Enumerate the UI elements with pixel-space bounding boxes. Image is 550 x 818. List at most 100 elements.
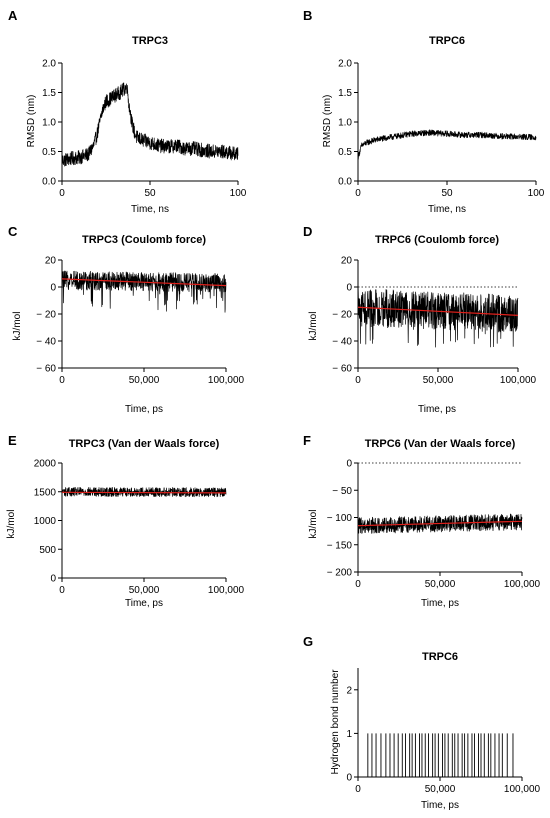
panel-d-title: TRPC6 (Coulomb force) [375, 234, 499, 246]
panel-g-ytick-label: 1 [346, 729, 352, 740]
panel-f-ytick-label: − 200 [327, 568, 353, 579]
panel-e-series-line [61, 486, 227, 498]
panel-b: B TRPC6 0.0 0.5 1.0 1.5 2.0 0 50 100 Time, ns R… [303, 8, 545, 215]
panel-g-ylabel: Hydrogen bond number [330, 669, 341, 775]
panel-g-xlabel: Time, ps [421, 800, 459, 811]
panel-e-title: TRPC3 (Van der Waals force) [69, 438, 220, 450]
panel-f-ytick-label: 0 [346, 459, 352, 470]
panel-a-title: TRPC3 [132, 35, 168, 47]
panel-b-letter: B [303, 8, 312, 23]
panel-a-xtick-label: 50 [144, 188, 156, 199]
panel-g-title: TRPC6 [422, 651, 458, 663]
panel-b-xlabel: Time, ns [428, 204, 466, 215]
panel-c: C TRPC3 (Coulomb force) − 60 − 40 − 20 0 20 0… [8, 224, 245, 415]
panel-a-series-line [61, 82, 239, 167]
panel-c-xtick-label: 0 [59, 375, 65, 386]
panel-g-ytick-label: 2 [346, 685, 352, 696]
panel-f-ytick-label: − 50 [332, 486, 352, 497]
panel-f-title: TRPC6 (Van der Waals force) [365, 438, 516, 450]
panel-e-xtick-label: 50,000 [129, 585, 160, 596]
panel-e-letter: E [8, 433, 17, 448]
panel-d-xtick-label: 50,000 [423, 375, 454, 386]
panel-b-ytick-label: 0.5 [338, 147, 352, 158]
panel-b-xtick-label: 100 [528, 188, 545, 199]
panel-e-plot: 0 500 1000 1500 2000 0 50,000 100,000 [34, 459, 245, 597]
panel-e-ytick-label: 500 [39, 545, 56, 556]
panel-d-xtick-label: 100,000 [500, 375, 537, 386]
panel-a-xlabel: Time, ns [131, 204, 169, 215]
panel-b-xtick-label: 50 [441, 188, 453, 199]
panel-d-letter: D [303, 224, 312, 239]
panel-a-ytick-label: 1.0 [42, 118, 56, 129]
panel-c-trend-line [61, 278, 227, 287]
panel-c-letter: C [8, 224, 18, 239]
panel-d-ytick-label: − 40 [332, 337, 352, 348]
panel-b-series-line [357, 129, 537, 161]
panel-c-xtick-label: 50,000 [129, 375, 160, 386]
panel-a-xtick-label: 0 [59, 188, 65, 199]
panel-f-ylabel: kJ/mol [308, 510, 319, 539]
panel-f-trend-line [357, 520, 523, 527]
panel-e: E TRPC3 (Van der Waals force) 0 500 1000 15… [6, 433, 245, 609]
panel-d-plot: − 60 − 40 − 20 0 20 0 50,000 100,000 [332, 256, 536, 387]
panel-a-plot: 0.0 0.5 1.0 1.5 2.0 0 50 100 [42, 59, 247, 200]
panel-d: D TRPC6 (Coulomb force) − 60 − 40 − 20 0 20 0… [303, 224, 537, 415]
panel-c-ytick-label: 0 [50, 283, 56, 294]
panel-d-series-line [357, 288, 519, 348]
panel-f-xlabel: Time, ps [421, 598, 459, 609]
panel-g-xtick-label: 0 [355, 784, 361, 795]
panel-a-ytick-label: 0.0 [42, 177, 56, 188]
panel-b-plot: 0.0 0.5 1.0 1.5 2.0 0 50 100 [338, 59, 545, 200]
panel-e-xtick-label: 100,000 [208, 585, 245, 596]
panel-d-ytick-label: − 60 [332, 364, 352, 375]
panel-d-ylabel: kJ/mol [308, 312, 319, 341]
panel-g-ytick-label: 0 [346, 773, 352, 784]
panel-f: F TRPC6 (Van der Waals force) − 200 − 150… [303, 433, 541, 609]
panel-c-xtick-label: 100,000 [208, 375, 245, 386]
panel-c-ytick-label: − 40 [36, 337, 56, 348]
panel-d-trend-line [357, 306, 519, 316]
panel-g: G TRPC6 0 1 2 0 50,000 100,000 Time, ps Hydro… [303, 634, 541, 811]
panel-c-series-line [61, 270, 227, 313]
panel-f-ytick-label: − 100 [327, 513, 353, 524]
panel-a-ylabel: RMSD (nm) [26, 95, 37, 148]
panel-c-xlabel: Time, ps [125, 404, 163, 415]
panel-g-letter: G [303, 634, 313, 649]
panel-a: A TRPC3 0.0 0.5 1.0 1.5 2.0 0 50 100 Time, ns R… [8, 8, 247, 215]
panel-b-title: TRPC6 [429, 35, 465, 47]
panel-e-ylabel: kJ/mol [6, 510, 17, 539]
panel-d-ytick-label: − 20 [332, 310, 352, 321]
panel-c-plot: − 60 − 40 − 20 0 20 0 50,000 100,000 [36, 256, 244, 387]
panel-e-xtick-label: 0 [59, 585, 65, 596]
panel-f-xtick-label: 0 [355, 579, 361, 590]
panel-e-ytick-label: 0 [50, 574, 56, 585]
panel-e-ytick-label: 1000 [34, 516, 57, 527]
panel-d-xlabel: Time, ps [418, 404, 456, 415]
panel-b-ytick-label: 2.0 [338, 59, 352, 70]
panel-b-ylabel: RMSD (nm) [322, 95, 333, 148]
panel-f-xtick-label: 100,000 [504, 579, 541, 590]
panel-d-xtick-label: 0 [355, 375, 361, 386]
panel-b-ytick-label: 0.0 [338, 177, 352, 188]
panel-e-trend-line [61, 491, 227, 494]
panel-a-ytick-label: 2.0 [42, 59, 56, 70]
panel-a-xtick-label: 100 [230, 188, 247, 199]
panel-g-xtick-label: 50,000 [425, 784, 456, 795]
panel-a-ytick-label: 0.5 [42, 147, 56, 158]
panel-g-plot: 0 1 2 0 50,000 100,000 [346, 668, 541, 795]
panel-c-title: TRPC3 (Coulomb force) [82, 234, 206, 246]
panel-f-plot: − 200 − 150 − 100 − 50 0 0 50,000 100,000 [327, 459, 541, 591]
panel-c-ytick-label: − 60 [36, 364, 56, 375]
panel-c-ylabel: kJ/mol [12, 312, 23, 341]
panel-f-xtick-label: 50,000 [425, 579, 456, 590]
panel-d-ytick-label: 20 [341, 256, 353, 267]
panel-f-ytick-label: − 150 [327, 540, 353, 551]
panel-f-letter: F [303, 433, 311, 448]
panel-a-letter: A [8, 8, 18, 23]
panel-d-ytick-label: 0 [346, 283, 352, 294]
panel-c-ytick-label: 20 [45, 256, 57, 267]
panel-e-ytick-label: 1500 [34, 487, 57, 498]
panel-e-ytick-label: 2000 [34, 459, 57, 470]
panel-b-ytick-label: 1.5 [338, 88, 352, 99]
panel-g-xtick-label: 100,000 [504, 784, 541, 795]
